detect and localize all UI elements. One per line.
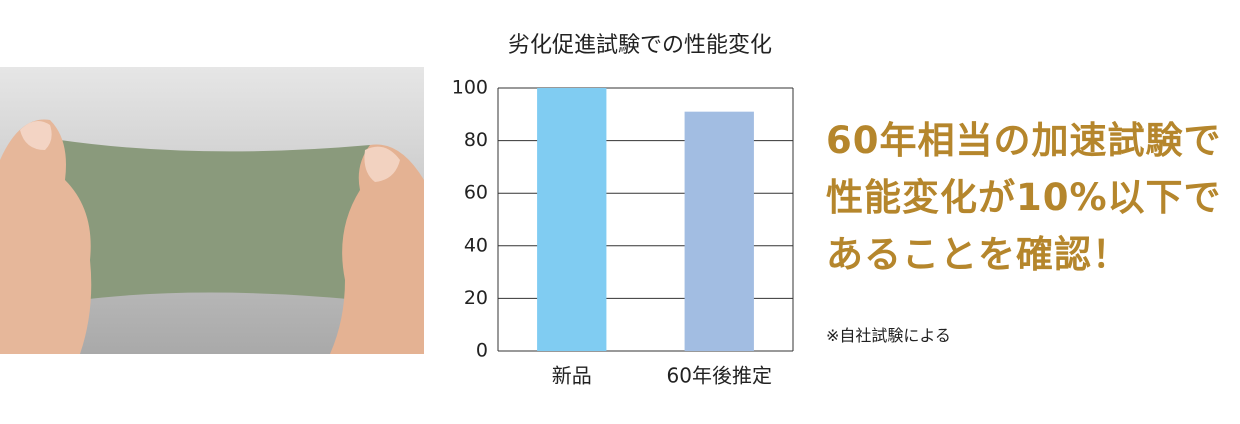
headline: 60年相当の加速試験で 性能変化が10%以下で あることを確認！	[826, 112, 1222, 283]
chart-title: 劣化促進試験での性能変化	[508, 33, 772, 58]
y-tick-label: 100	[452, 77, 488, 99]
bar	[537, 88, 607, 351]
y-tick-label: 20	[464, 287, 488, 309]
headline-line: 60年相当の加速試験で	[826, 119, 1222, 162]
headline-line: あることを確認！	[826, 233, 1130, 276]
photo	[0, 67, 424, 354]
headline-line: 性能変化が10%以下で	[826, 176, 1222, 219]
y-tick-label: 80	[464, 129, 488, 151]
bar	[684, 111, 754, 351]
note: ※自社試験による	[826, 326, 951, 345]
x-tick-label: 60年後推定	[667, 364, 772, 388]
x-tick-label: 新品	[552, 364, 592, 388]
y-tick-label: 0	[476, 340, 488, 362]
y-tick-label: 40	[464, 234, 488, 256]
y-tick-label: 60	[464, 182, 488, 204]
